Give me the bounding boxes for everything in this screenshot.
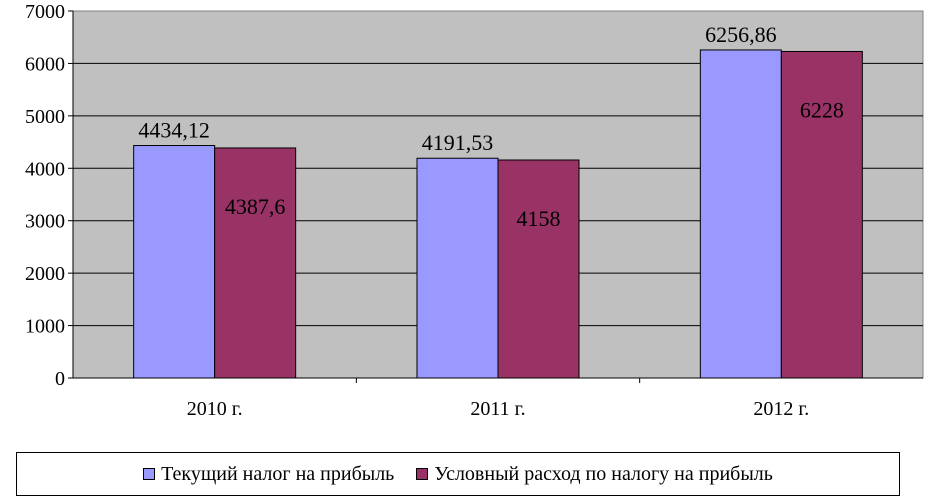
legend-swatch-current-tax — [143, 468, 156, 480]
data-label: 6228 — [800, 97, 844, 122]
data-label: 4191,53 — [422, 130, 494, 155]
bars — [133, 49, 863, 379]
y-tick-label: 4000 — [25, 158, 65, 180]
x-category-label: 2010 г. — [187, 398, 243, 420]
legend-item-conditional-expense: Условный расход по налогу на прибыль — [416, 463, 773, 486]
data-labels: 4434,12 4387,6 4191,53 4158 6256,86 6228 — [138, 22, 843, 231]
bar — [133, 145, 216, 379]
legend-swatch-conditional-expense — [416, 468, 429, 480]
data-label: 4434,12 — [138, 118, 210, 143]
x-axis-categories: 2010 г. 2011 г. 2012 г. — [187, 378, 809, 420]
y-tick-label: 3000 — [25, 211, 65, 233]
x-category-label: 2011 г. — [470, 398, 525, 420]
legend-label-conditional-expense: Условный расход по налогу на прибыль — [434, 462, 773, 485]
bar — [699, 49, 782, 379]
bar — [497, 159, 580, 379]
y-axis-ticks: 0 1000 2000 3000 4000 5000 6000 7000 — [25, 1, 923, 390]
data-label: 4387,6 — [225, 194, 286, 219]
bar — [416, 157, 499, 379]
legend: Текущий налог на прибыль Условный расход… — [16, 452, 900, 496]
data-label: 6256,86 — [705, 22, 777, 47]
y-tick-label: 1000 — [25, 316, 65, 338]
legend-item-current-tax: Текущий налог на прибыль — [143, 463, 394, 486]
y-tick-label: 5000 — [25, 106, 65, 128]
bar — [214, 147, 297, 379]
y-tick-label: 2000 — [25, 263, 65, 285]
y-tick-label: 0 — [55, 368, 65, 390]
x-category-label: 2012 г. — [753, 398, 809, 420]
bar — [780, 50, 863, 379]
y-tick-label: 6000 — [25, 53, 65, 75]
data-label: 4158 — [517, 206, 561, 231]
y-tick-label: 7000 — [25, 1, 65, 23]
legend-label-current-tax: Текущий налог на прибыль — [161, 462, 395, 485]
